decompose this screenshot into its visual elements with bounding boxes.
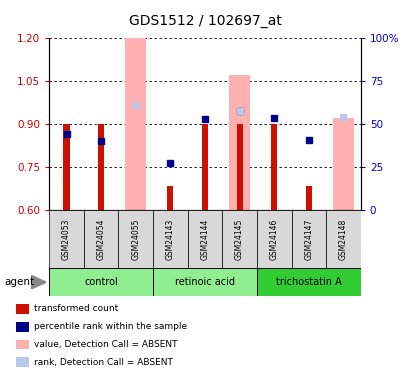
Bar — [118, 210, 153, 268]
Text: agent: agent — [4, 277, 34, 287]
Bar — [125, 38, 146, 210]
Bar — [16, 322, 29, 332]
Text: transformed count: transformed count — [34, 304, 118, 313]
Text: percentile rank within the sample: percentile rank within the sample — [34, 322, 187, 331]
Bar — [98, 124, 104, 210]
Text: rank, Detection Call = ABSENT: rank, Detection Call = ABSENT — [34, 358, 172, 367]
Text: GSM24055: GSM24055 — [131, 218, 140, 260]
Bar — [16, 340, 29, 350]
Bar — [256, 268, 360, 296]
Bar — [222, 210, 256, 268]
Bar — [16, 304, 29, 314]
Bar — [229, 75, 249, 210]
Bar — [256, 210, 291, 268]
Text: GSM24148: GSM24148 — [338, 218, 347, 260]
Text: GSM24144: GSM24144 — [200, 218, 209, 260]
Text: GSM24053: GSM24053 — [62, 218, 71, 260]
Bar — [167, 186, 173, 210]
Bar — [291, 210, 326, 268]
Bar — [16, 357, 29, 367]
Text: control: control — [84, 277, 118, 287]
Bar — [153, 210, 187, 268]
Bar — [332, 118, 353, 210]
Text: trichostatin A: trichostatin A — [275, 277, 341, 287]
Polygon shape — [31, 275, 46, 289]
Bar — [187, 210, 222, 268]
Bar — [270, 124, 276, 210]
Bar — [305, 186, 311, 210]
Text: value, Detection Call = ABSENT: value, Detection Call = ABSENT — [34, 340, 177, 349]
Text: GDS1512 / 102697_at: GDS1512 / 102697_at — [128, 13, 281, 28]
Text: retinoic acid: retinoic acid — [175, 277, 234, 287]
Bar — [49, 268, 153, 296]
Bar — [63, 124, 70, 210]
Bar — [83, 210, 118, 268]
Text: GSM24147: GSM24147 — [303, 218, 312, 260]
Bar — [326, 210, 360, 268]
Bar — [236, 124, 242, 210]
Bar — [49, 210, 83, 268]
Text: GSM24143: GSM24143 — [166, 218, 175, 260]
Text: GSM24146: GSM24146 — [269, 218, 278, 260]
Text: GSM24145: GSM24145 — [234, 218, 243, 260]
Bar — [153, 268, 256, 296]
Bar — [201, 124, 208, 210]
Text: GSM24054: GSM24054 — [97, 218, 106, 260]
